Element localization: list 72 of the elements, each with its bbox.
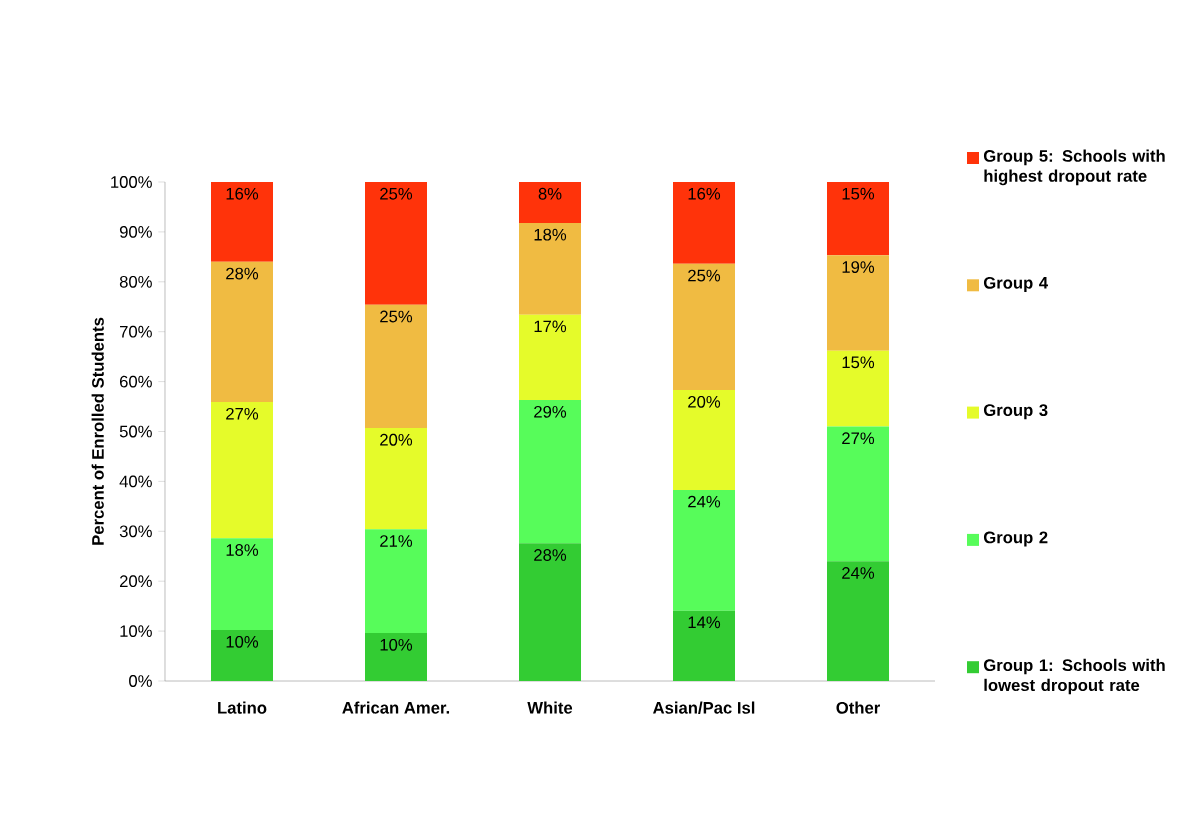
bar [673, 182, 736, 264]
data-label: 15% [842, 356, 875, 369]
bar [211, 630, 273, 681]
bar [519, 543, 581, 681]
data-label: 27% [226, 407, 259, 420]
data-label: 24% [688, 495, 721, 508]
y-tick-label: 30% [119, 525, 152, 538]
bar [827, 426, 890, 562]
bar [673, 263, 736, 391]
data-label: 20% [688, 395, 721, 408]
bar [673, 390, 736, 490]
bar [827, 350, 890, 427]
y-tick-label: 100% [111, 176, 152, 188]
bar [211, 538, 273, 631]
bar [673, 489, 736, 611]
data-label: 25% [380, 310, 413, 323]
data-label: 10% [226, 635, 259, 648]
y-tick-label: 0% [129, 675, 152, 687]
bar [211, 261, 273, 403]
y-tick-label: 60% [119, 375, 152, 388]
x-tick-label: Asian/Pac Isl [653, 701, 755, 714]
legend-label: Group 1: Schools with lowest dropout rate [983, 658, 1165, 695]
data-label: 29% [534, 405, 567, 418]
y-tick-label: 80% [119, 275, 152, 288]
x-tick-label: African Amer. [342, 701, 450, 714]
legend-label: Group 2 [983, 531, 1048, 547]
y-tick-label: 40% [119, 475, 152, 488]
bar [673, 610, 736, 681]
data-label: 25% [688, 269, 721, 282]
data-label: 14% [688, 616, 721, 629]
data-label: 20% [380, 433, 413, 446]
data-label: 28% [226, 267, 259, 280]
bar [827, 255, 890, 351]
x-tick-label: Latino [218, 701, 267, 714]
bar [365, 428, 427, 530]
y-tick-label: 90% [119, 226, 152, 238]
y-tick-label: 20% [119, 575, 152, 588]
bar [211, 182, 273, 262]
data-label: 15% [842, 187, 875, 200]
data-label: 27% [842, 432, 875, 445]
legend-label: Group 4 [983, 276, 1049, 292]
bar [519, 222, 581, 315]
data-label: 21% [380, 535, 413, 547]
bar [365, 182, 427, 305]
bar [519, 314, 581, 401]
data-label: 10% [380, 638, 413, 651]
y-tick-label: 70% [120, 325, 152, 338]
bar [827, 182, 890, 256]
y-tick-label: 50% [119, 425, 152, 438]
data-label: 25% [380, 187, 413, 200]
bar [211, 402, 273, 539]
bar [365, 304, 427, 429]
data-label: 24% [842, 567, 875, 579]
y-axis-title: Percent of Enrolled Students [91, 317, 104, 545]
data-label: 8% [538, 187, 562, 200]
data-label: 16% [226, 187, 259, 200]
x-tick-label: Other [836, 701, 880, 714]
data-label: 18% [226, 544, 259, 556]
data-label: 16% [688, 187, 721, 200]
data-label: 28% [534, 549, 567, 561]
data-label: 18% [534, 228, 567, 241]
bar [365, 633, 427, 681]
data-label: 19% [842, 261, 875, 273]
x-tick-label: White [527, 701, 573, 714]
bar [519, 400, 581, 544]
data-label: 17% [534, 320, 567, 333]
legend-label: Group 5: Schools with highest dropout rate [983, 149, 1165, 186]
bar [365, 529, 427, 634]
bar [827, 561, 890, 681]
y-tick-label: 10% [120, 625, 152, 638]
bar [519, 182, 581, 223]
legend-label: Group 3 [983, 404, 1048, 420]
